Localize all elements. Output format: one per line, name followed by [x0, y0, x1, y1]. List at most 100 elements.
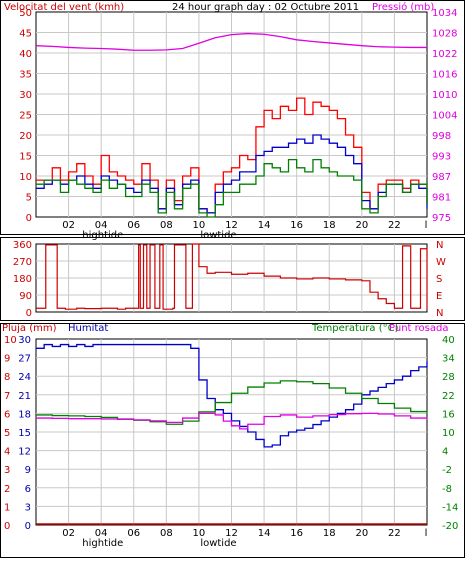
pressure-axis-label: Pressió (mb) [372, 1, 434, 13]
humidity-series [36, 343, 428, 448]
x-tick-label: 02 [62, 528, 75, 539]
humidity-y-tick: 18 [18, 409, 31, 420]
wind-y-tick: 15 [19, 152, 32, 163]
pressure-y-tick: 1010 [432, 90, 457, 101]
rain-y-tick: 3 [4, 465, 10, 476]
direction-y-tick: 0 [26, 308, 32, 319]
humidity-y-tick: 27 [18, 354, 31, 365]
humidity-y-tick: 9 [25, 465, 31, 476]
x-tick-label: 22 [388, 220, 401, 231]
wind-y-tick: 50 [19, 8, 32, 19]
rain-y-tick: 1 [4, 502, 10, 513]
x-tick-label: 10 [193, 220, 206, 231]
x-tick-label: 10 [193, 528, 206, 539]
temperature-y-tick: 16 [442, 409, 455, 420]
tide-label: lowtide [200, 538, 236, 549]
x-tick-label: 04 [95, 528, 108, 539]
pressure-y-tick: 1034 [432, 8, 457, 19]
wind-y-tick: 10 [19, 172, 32, 183]
temperature-y-tick: 40 [442, 335, 455, 346]
wind-direction-series [36, 243, 428, 310]
rain-y-tick: 8 [4, 372, 10, 383]
humidity-y-tick: 30 [18, 335, 31, 346]
tide-label: hightide [82, 230, 123, 241]
rain-y-tick: 6 [4, 409, 10, 420]
x-tick-label: 08 [160, 528, 173, 539]
rain-y-tick: 9 [4, 354, 10, 365]
pressure-y-tick: 1022 [432, 49, 457, 60]
x-tick-label: 06 [127, 528, 140, 539]
humidity-y-tick: 3 [25, 502, 31, 513]
wind-y-tick: 40 [19, 49, 32, 60]
pressure-y-tick: 998 [432, 131, 451, 142]
pressure-y-tick: 981 [432, 193, 451, 204]
temperature-y-tick: 34 [442, 354, 455, 365]
humidity-y-tick: 24 [18, 372, 31, 383]
compass-tick: E [436, 291, 442, 302]
pressure-y-tick: 1004 [432, 111, 457, 122]
wind-y-tick: 25 [19, 111, 32, 122]
temperature-y-tick: -14 [442, 502, 458, 513]
rain-y-tick: 0 [4, 521, 10, 532]
x-tick-label: 16 [290, 220, 303, 231]
rain-y-tick: 10 [4, 335, 17, 346]
chart-title: 24 hour graph day : 02 Octubre 2011 [172, 2, 359, 13]
wind-gust-series [36, 97, 428, 214]
compass-tick: W [436, 257, 446, 268]
x-tick-label: 08 [160, 220, 173, 231]
humidity-y-tick: 21 [18, 391, 31, 402]
x-tick-label: 12 [225, 220, 238, 231]
x-tick-label: 04 [95, 220, 108, 231]
x-tick-label: 12 [225, 528, 238, 539]
direction-y-tick: 90 [19, 291, 32, 302]
tide-label: hightide [82, 538, 123, 549]
wind-y-tick: 45 [19, 29, 32, 40]
rain-y-tick: 4 [4, 447, 10, 458]
wind-y-tick: 30 [19, 90, 32, 101]
temperature-y-tick: -20 [442, 521, 458, 532]
pressure-y-tick: 1028 [432, 29, 457, 40]
x-tick-label: 14 [258, 220, 271, 231]
pressure-y-tick: 993 [432, 152, 451, 163]
dewpoint-series [36, 412, 428, 430]
compass-tick: N [436, 308, 443, 319]
humidity-y-tick: 0 [25, 521, 31, 532]
x-tick-label: 18 [323, 528, 336, 539]
direction-y-tick: 360 [13, 240, 32, 251]
humidity-y-tick: 12 [18, 447, 31, 458]
x-tick-label: 06 [127, 220, 140, 231]
tide-label: lowtide [200, 230, 236, 241]
temperature-axis-label: Temperatura (°C) [311, 323, 399, 334]
x-tick-label: 20 [355, 220, 368, 231]
rain-axis-label: Pluja (mm) [2, 323, 57, 334]
humidity-y-tick: 15 [18, 428, 31, 439]
humidity-axis-label: Humitat [68, 323, 108, 334]
x-tick-label: 22 [388, 528, 401, 539]
direction-y-tick: 180 [13, 274, 32, 285]
pressure-series [35, 32, 427, 51]
x-tick-label: 02 [62, 220, 75, 231]
temperature-y-tick: -2 [442, 465, 452, 476]
temperature-y-tick: 4 [442, 447, 448, 458]
wind-y-tick: 20 [19, 131, 32, 142]
wind-y-tick: 0 [26, 213, 32, 224]
rain-y-tick: 7 [4, 391, 10, 402]
wind-y-tick: 35 [19, 70, 32, 81]
direction-y-tick: 270 [13, 257, 32, 268]
wind-low-series [36, 158, 428, 218]
rain-y-tick: 2 [4, 484, 10, 495]
wind-y-tick: 5 [26, 193, 32, 204]
x-tick-label: 16 [290, 528, 303, 539]
temperature-y-tick: 22 [442, 391, 455, 402]
compass-tick: N [436, 240, 443, 251]
pressure-y-tick: 987 [432, 172, 451, 183]
temperature-y-tick: 10 [442, 428, 455, 439]
wind-axis-label: Velocitat del vent (kmh) [4, 2, 124, 13]
temperature-y-tick: -8 [442, 484, 452, 495]
temperature-series [36, 380, 428, 425]
x-tick-label: l [425, 220, 428, 231]
compass-tick: S [436, 274, 442, 285]
rain-y-tick: 5 [4, 428, 10, 439]
